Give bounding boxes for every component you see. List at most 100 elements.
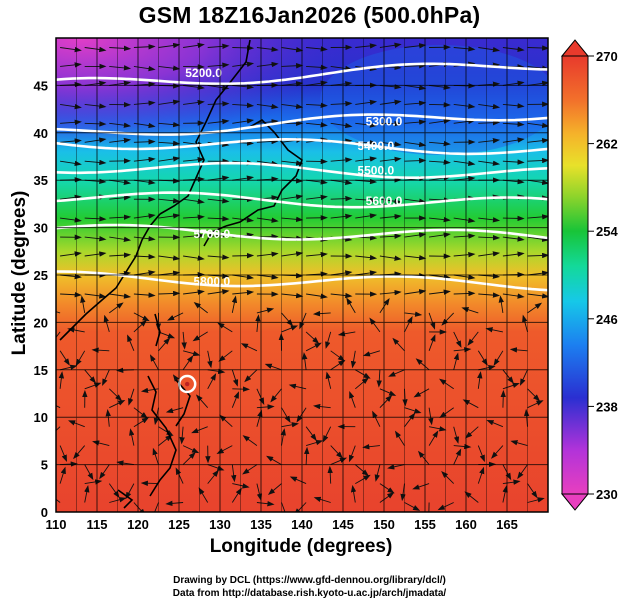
stream-arrow bbox=[207, 289, 230, 295]
stream-arrow bbox=[207, 216, 230, 222]
stream-arrow bbox=[280, 428, 286, 446]
stream-arrow bbox=[453, 426, 460, 444]
stream-arrow bbox=[313, 403, 331, 410]
stream-arrow bbox=[109, 400, 126, 409]
stream-arrow bbox=[281, 325, 299, 333]
contour-label: 5500.0 bbox=[357, 164, 394, 178]
stream-arrow bbox=[312, 310, 331, 317]
stream-arrow bbox=[59, 364, 78, 371]
stream-arrow bbox=[133, 417, 150, 428]
stream-arrow bbox=[402, 388, 408, 407]
stream-arrow bbox=[231, 295, 238, 313]
stream-arrow bbox=[485, 327, 503, 333]
stream-arrow bbox=[330, 445, 343, 459]
stream-arrow bbox=[165, 500, 184, 507]
stream-arrow bbox=[158, 290, 181, 297]
colorbar-tick-label: 270 bbox=[596, 49, 618, 64]
stream-arrow bbox=[428, 334, 436, 351]
x-tick-label: 120 bbox=[127, 517, 149, 532]
stream-arrow bbox=[60, 103, 82, 110]
stream-arrow bbox=[519, 369, 528, 386]
stream-arrow bbox=[478, 103, 501, 110]
stream-arrow bbox=[465, 426, 479, 439]
stream-arrow bbox=[527, 400, 544, 409]
stream-arrow bbox=[350, 484, 357, 503]
stream-arrow bbox=[232, 61, 255, 67]
stream-arrow bbox=[453, 160, 476, 166]
stream-arrow bbox=[392, 337, 405, 352]
stream-arrow bbox=[207, 469, 219, 484]
stream-arrow bbox=[267, 483, 282, 496]
stream-arrow bbox=[490, 445, 504, 459]
stream-arrow bbox=[242, 464, 258, 475]
stream-arrow bbox=[133, 292, 156, 298]
stream-arrow bbox=[158, 426, 174, 436]
stream-arrow bbox=[256, 160, 279, 167]
stream-arrow bbox=[502, 479, 521, 485]
stream-arrow bbox=[517, 464, 528, 480]
stream-arrow bbox=[133, 407, 148, 419]
stream-arrow bbox=[256, 501, 275, 507]
x-tick-label: 115 bbox=[87, 517, 108, 532]
stream-arrow bbox=[369, 317, 381, 333]
colorbar: 230 238 246 254 262 270 bbox=[560, 39, 618, 511]
stream-arrow bbox=[207, 350, 213, 369]
stream-arrow bbox=[379, 233, 402, 239]
stream-arrow bbox=[281, 160, 304, 166]
stream-arrow bbox=[256, 46, 279, 52]
x-axis-label: Longitude (degrees) bbox=[209, 536, 393, 557]
y-tick-label: 25 bbox=[34, 268, 48, 283]
stream-arrow bbox=[500, 389, 506, 408]
stream-arrow bbox=[59, 445, 67, 463]
stream-arrow bbox=[207, 101, 230, 107]
stream-arrow bbox=[182, 355, 194, 371]
stream-arrow bbox=[379, 289, 402, 296]
stream-arrow bbox=[281, 422, 299, 428]
colorbar-tick-label: 238 bbox=[596, 399, 618, 414]
stream-arrow bbox=[175, 467, 184, 484]
stream-arrow bbox=[158, 65, 181, 71]
stream-arrow bbox=[109, 252, 132, 258]
stream-arrow bbox=[304, 446, 310, 465]
stream-arrow bbox=[379, 120, 402, 127]
stream-arrow bbox=[379, 213, 402, 220]
stream-arrow bbox=[477, 445, 485, 463]
x-tick-label: 150 bbox=[373, 517, 395, 532]
stream-arrow bbox=[217, 322, 233, 333]
stream-arrow bbox=[281, 502, 288, 512]
stream-arrow bbox=[306, 251, 328, 258]
stream-arrow bbox=[477, 371, 483, 389]
stream-arrow bbox=[158, 42, 181, 49]
stream-arrow bbox=[325, 331, 332, 349]
stream-arrow bbox=[502, 121, 525, 127]
stream-arrow bbox=[527, 214, 548, 220]
stream-arrow bbox=[330, 195, 353, 202]
stream-arrow bbox=[266, 455, 282, 465]
stream-arrow bbox=[387, 464, 405, 470]
stream-arrow bbox=[355, 156, 378, 162]
stream-arrow bbox=[129, 428, 135, 446]
stream-arrow bbox=[183, 255, 205, 261]
stream-arrow bbox=[207, 43, 230, 50]
stream-arrow bbox=[379, 394, 393, 409]
stream-arrow bbox=[355, 197, 378, 203]
stream-arrow bbox=[56, 498, 61, 503]
stream-arrow bbox=[158, 213, 181, 219]
y-tick-label: 45 bbox=[34, 78, 48, 93]
stream-arrow bbox=[510, 440, 528, 447]
stream-arrow bbox=[478, 119, 501, 126]
stream-arrow bbox=[330, 292, 353, 299]
stream-arrow bbox=[109, 137, 132, 144]
stream-arrow bbox=[428, 312, 436, 330]
coastline bbox=[59, 39, 303, 509]
stream-arrow bbox=[412, 483, 430, 490]
stream-arrow bbox=[133, 44, 156, 50]
y-tick-label: 20 bbox=[34, 315, 48, 330]
stream-arrow bbox=[299, 312, 307, 330]
stream-arrow bbox=[59, 466, 66, 484]
streamlines bbox=[56, 42, 548, 512]
stream-arrow bbox=[306, 194, 328, 201]
stream-arrow bbox=[498, 295, 504, 313]
stream-arrow bbox=[232, 289, 255, 296]
stream-arrow bbox=[388, 369, 405, 377]
